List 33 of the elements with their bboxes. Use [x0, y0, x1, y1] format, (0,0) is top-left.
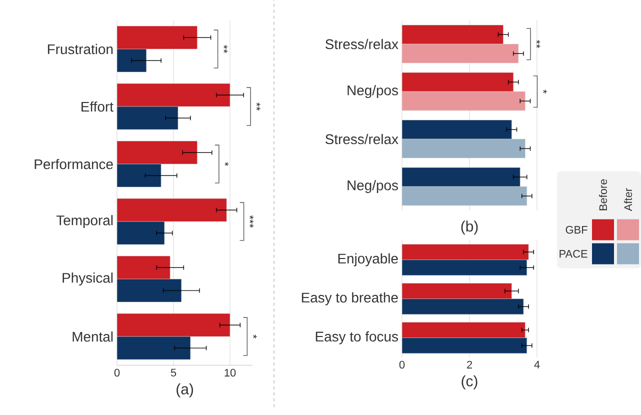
annotation: * [224, 162, 229, 166]
y-tick-label: Mental [72, 331, 113, 342]
text: ** [256, 102, 260, 111]
annotation: *** [250, 215, 254, 228]
text: * [543, 89, 547, 94]
y-tick-label: Frustration [48, 44, 113, 54]
x-axis-title: (b) [461, 220, 478, 234]
y-tick-label: Easy to breathe [302, 292, 398, 306]
x-axis-title: (a) [176, 383, 194, 398]
y-tick-label: Neg/pos [348, 84, 398, 98]
annotation: ** [224, 44, 228, 54]
y-tick-label: Temporal [56, 214, 113, 228]
text: After [624, 188, 632, 211]
y-tick-label: Effort [82, 101, 114, 112]
text: PACE [560, 250, 588, 258]
x-axis-title: (c) [462, 375, 478, 390]
y-tick-label: Physical [62, 272, 113, 286]
x-tick-label: 10 [224, 368, 236, 376]
y-tick-label: Neg/pos [348, 180, 398, 193]
text: * [253, 334, 257, 338]
y-tick-label: Easy to focus [316, 331, 398, 344]
annotation: ** [536, 40, 540, 48]
y-tick-label: Enjoyable [338, 253, 398, 266]
y-tick-label: Stress/relax [325, 38, 398, 50]
x-tick-label: 0 [399, 360, 405, 368]
x-tick-label: 0 [114, 368, 120, 376]
text: GBF [566, 226, 588, 234]
x-tick-label: 2 [467, 360, 472, 368]
y-tick-label: Stress/relax [325, 134, 398, 144]
text: Before [598, 179, 608, 210]
y-tick-label: Performance [34, 158, 113, 170]
x-tick-label: 5 [170, 368, 176, 376]
x-tick-label: 4 [534, 360, 540, 368]
